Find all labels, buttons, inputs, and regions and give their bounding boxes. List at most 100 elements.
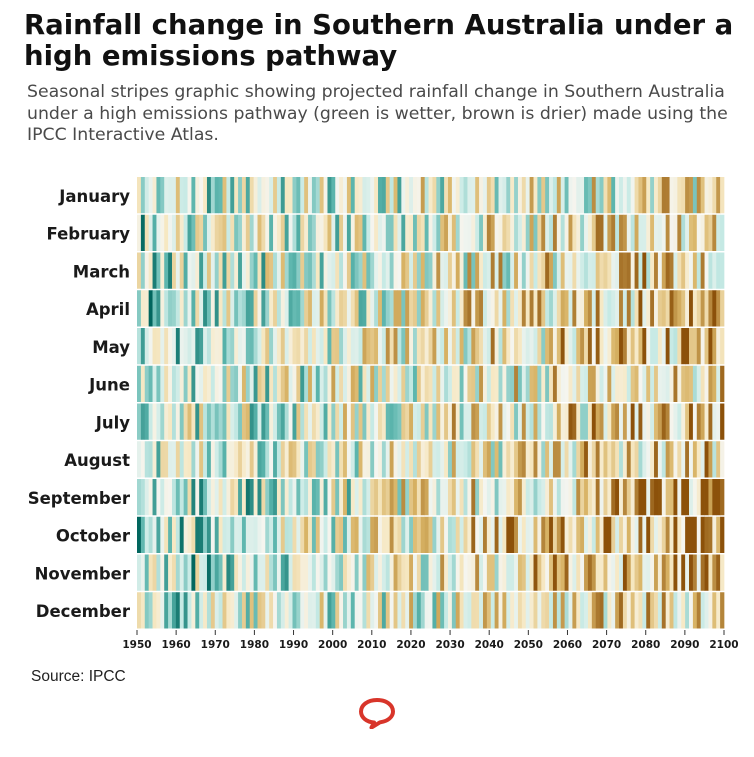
stripe-march-2017 [397,252,402,289]
stripe-july-1993 [304,403,309,440]
stripe-january-1993 [304,177,309,214]
stripe-january-2076 [626,177,632,214]
stripe-april-2075 [622,290,628,327]
stripe-september-2033 [459,479,464,516]
stripe-april-1983 [265,290,270,327]
stripe-september-2086 [665,479,670,516]
stripe-march-2078 [634,252,639,289]
stripe-july-1977 [241,403,247,440]
stripe-july-2096 [704,403,709,440]
stripe-october-2060 [564,516,569,553]
stripe-october-2063 [576,516,581,553]
stripe-september-2044 [502,479,507,516]
stripe-october-1995 [311,516,317,553]
stripe-july-2052 [533,403,538,440]
stripe-september-2022 [416,479,422,516]
stripe-july-2019 [405,403,410,440]
stripe-november-2073 [615,554,620,591]
stripe-july-2054 [541,403,546,440]
stripe-february-2093 [692,214,698,251]
stripe-december-2003 [343,592,348,629]
stripe-november-2014 [385,554,391,591]
stripe-february-2034 [463,214,468,251]
stripe-january-2042 [494,177,499,214]
x-tick-label-1950: 1950 [122,639,151,651]
stripe-february-2021 [413,214,418,251]
stripe-october-2026 [432,516,437,553]
stripe-february-2025 [428,214,433,251]
stripe-october-2082 [650,516,655,553]
stripe-august-2004 [346,441,352,478]
stripe-september-1981 [257,479,262,516]
stripe-december-2025 [428,592,433,629]
stripe-march-2070 [603,252,608,289]
stripe-march-2006 [354,252,359,289]
stripe-november-1976 [238,554,243,591]
stripe-march-1972 [222,252,227,289]
stripe-august-2082 [650,441,655,478]
stripe-march-2086 [665,252,670,289]
stripe-august-2054 [541,441,546,478]
stripe-october-1998 [323,516,328,553]
stripe-october-1969 [210,516,216,553]
stripe-june-2080 [642,365,647,402]
stripe-march-2073 [615,252,620,289]
stripe-december-2066 [587,592,593,629]
stripe-november-1977 [241,554,247,591]
stripe-february-2053 [537,214,542,251]
stripe-november-2071 [607,554,612,591]
stripe-january-2007 [358,177,363,214]
stripe-july-2069 [599,403,604,440]
stripe-march-2085 [661,252,667,289]
stripe-november-1986 [276,554,282,591]
stripe-march-2027 [436,252,441,289]
stripe-december-2090 [681,592,686,629]
x-tick-label-1990: 1990 [279,639,308,651]
stripe-january-2002 [339,177,344,214]
stripe-july-2051 [529,403,534,440]
stripe-june-1990 [292,365,297,402]
stripe-november-1991 [296,554,301,591]
stripe-june-2057 [552,365,558,402]
stripe-august-2003 [343,441,348,478]
stripe-june-2005 [350,365,356,402]
stripe-november-2061 [568,554,573,591]
stripe-september-2031 [451,479,457,516]
stripe-january-2065 [584,177,589,214]
stripe-july-1976 [238,403,243,440]
stripe-march-2032 [455,252,461,289]
stripe-november-1983 [265,554,270,591]
stripe-august-1950 [137,441,142,478]
stripe-february-2033 [459,214,464,251]
stripe-april-2086 [665,290,670,327]
stripe-november-1969 [210,554,216,591]
stripe-april-1978 [245,290,251,327]
stripe-august-2012 [378,441,383,478]
stripe-february-2010 [370,214,375,251]
stripe-october-2095 [700,516,705,553]
stripe-january-1953 [148,177,153,214]
stripe-december-2019 [405,592,410,629]
stripe-may-2036 [471,328,476,365]
stripe-august-1980 [253,441,258,478]
stripe-row-june [137,365,725,402]
stripe-july-1973 [226,403,231,440]
stripe-may-2054 [541,328,546,365]
stripe-march-1983 [265,252,270,289]
stripe-january-2028 [440,177,445,214]
stripe-august-1987 [280,441,286,478]
stripe-may-2022 [416,328,422,365]
stripe-august-1968 [206,441,212,478]
stripe-april-1969 [210,290,216,327]
stripe-january-2034 [463,177,468,214]
stripe-october-2098 [712,516,717,553]
stripe-january-2100 [720,177,725,214]
stripe-april-2092 [689,290,694,327]
stripe-march-2030 [447,252,453,289]
stripe-july-2042 [494,403,499,440]
stripe-april-1975 [234,290,239,327]
stripe-september-2027 [436,479,441,516]
stripe-december-1958 [168,592,173,629]
stripe-may-2068 [595,328,600,365]
stripe-september-2064 [580,479,585,516]
